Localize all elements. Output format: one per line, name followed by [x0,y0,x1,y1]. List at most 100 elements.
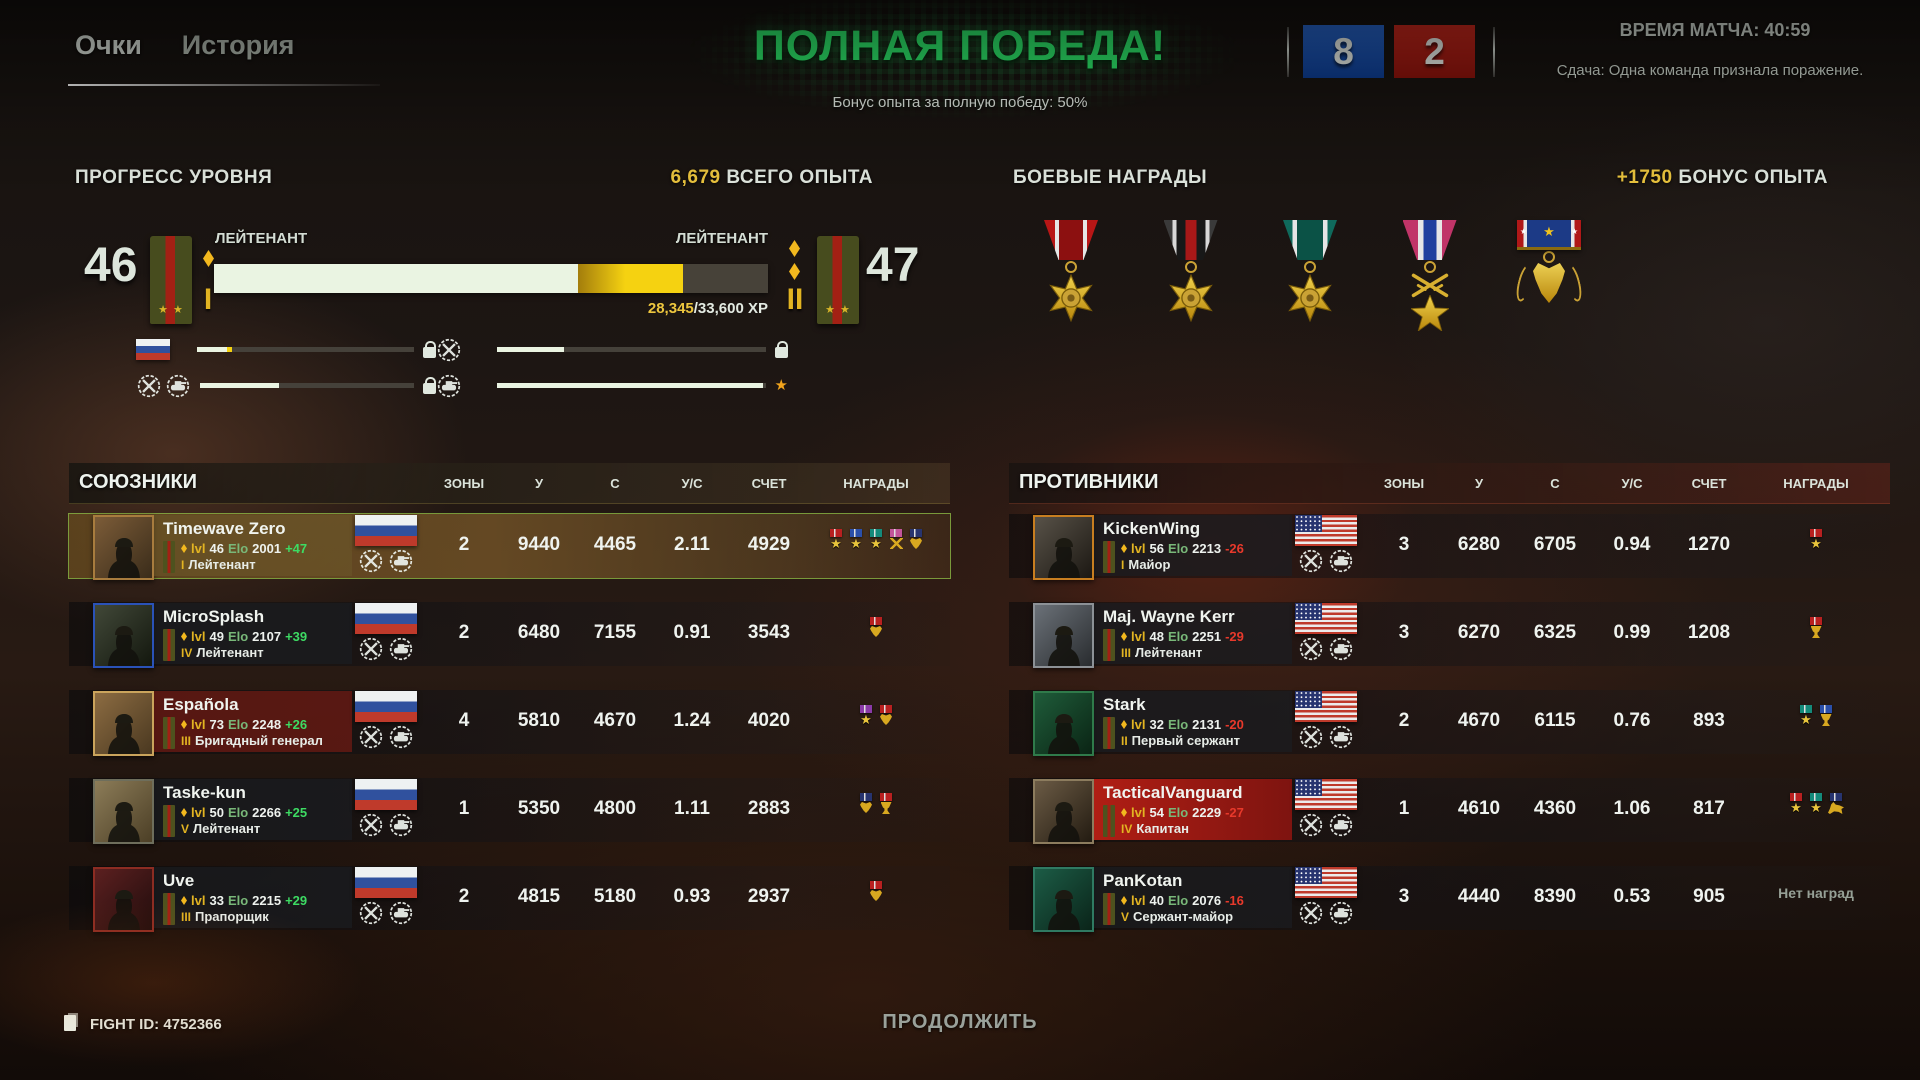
nation-block [355,691,417,752]
total-xp-value: 6,679 [670,167,721,188]
deaths-value: 5180 [593,886,637,907]
armor-emblem-icon [388,548,414,574]
level-value: 46 [209,541,224,556]
medal-ribbon [1283,220,1337,260]
kd-ratio-value: 0.94 [1613,534,1651,555]
armor-emblem-icon [388,636,414,662]
hound-head-icon [1533,263,1565,303]
player-awards: ★ [1746,705,1886,726]
xp-bar-base-fill [214,264,578,293]
tier-diamond-icon [1121,632,1127,641]
kd-ratio-value: 1.06 [1613,798,1651,819]
elo-value: 2215 [252,893,282,908]
award-medal-icon: ★ [1809,793,1823,814]
player-row[interactable]: Uve lvl 33 Elo 2215 +29 III [69,866,950,932]
star-icon: ★ [774,377,788,394]
enemies-score-badge: 2 [1394,25,1475,78]
match-time: ВРЕМЯ МАТЧА: 40:59 [1619,20,1811,40]
tier-diamond-icon [181,896,187,905]
lock-icon [775,340,788,358]
award-medal-icon: ★ [829,529,843,550]
victory-title: ПОЛНАЯ ПОБЕДА! [753,22,1167,70]
swords-star-medal[interactable] [1390,220,1470,331]
column-awards: НАГРАДЫ [1783,476,1849,491]
copy-icon[interactable] [64,1015,76,1031]
kills-value: 5810 [517,710,561,731]
elo-value: 2001 [252,541,282,556]
elo-delta: -27 [1225,805,1244,820]
tabs-underline [68,84,380,86]
medal-ribbon [1044,220,1098,260]
elo-label: Elo [1167,805,1189,820]
nation-block [355,779,417,840]
level-value: 48 [1149,629,1164,644]
elo-value: 2266 [252,805,282,820]
zones-value: 1 [1398,798,1410,819]
skull-star-medal[interactable] [1151,220,1231,331]
next-rank-insignia [817,236,859,324]
nation-flag [355,603,417,634]
tab-history[interactable]: История [181,30,295,60]
armor-emblem-icon [388,724,414,750]
level-value: 49 [209,629,224,644]
rank-name: Бригадный генерал [195,733,323,748]
player-plate: Stark lvl 32 Elo 2131 -20 II [1094,691,1292,752]
deaths-value: 6325 [1533,622,1577,643]
fight-id: FIGHT ID: 4752366 [90,1016,222,1033]
armor-emblem-icon [1328,724,1354,750]
level-label: lvl [191,805,206,820]
unlock-item: ★ [436,372,788,399]
player-plate: Española lvl 73 Elo 2248 +26 II [154,691,352,752]
kd-ratio-value: 0.91 [673,622,711,643]
player-row[interactable]: Timewave Zero lvl 46 Elo 2001 +47 [68,513,951,580]
kd-ratio-value: 0.93 [673,886,711,907]
nation-flag [355,515,417,546]
allies-score-badge: 8 [1303,25,1384,78]
elo-value: 2076 [1192,893,1222,908]
tab-points[interactable]: Очки [75,30,142,60]
rank-insignia [1103,893,1115,925]
level-label: lvl [191,717,206,732]
award-medal-icon [1819,705,1833,726]
elo-delta: -29 [1225,629,1244,644]
scales-star-medal[interactable] [1031,220,1111,331]
award-medal-icon [889,529,903,549]
player-row[interactable]: TacticalVanguard lvl 54 Elo 2229 -27 [1009,778,1890,844]
rank-name: Прапорщик [195,909,269,924]
player-name: TacticalVanguard [1103,783,1243,802]
player-row[interactable]: Española lvl 73 Elo 2248 +26 II [69,690,950,756]
player-row[interactable]: Taske-kun lvl 50 Elo 2266 +25 V [69,778,950,844]
deaths-value: 7155 [593,622,637,643]
armor-emblem-icon [1328,548,1354,574]
zones-value: 2 [458,622,470,643]
score-value: 4929 [747,534,791,555]
score-value: 893 [1693,710,1725,731]
hound-medal[interactable]: ★ [1509,220,1589,331]
tier-diamond-icon [1121,544,1127,553]
level-label: lvl [1131,805,1146,820]
player-row[interactable]: PanKotan lvl 40 Elo 2076 -16 V [1009,866,1890,932]
continue-button[interactable]: ПРОДОЛЖИТЬ [882,1011,1038,1033]
medal-ring [1304,261,1316,273]
level-label: lvl [1131,717,1146,732]
player-row[interactable]: Stark lvl 32 Elo 2131 -20 II [1009,690,1890,756]
kills-value: 5350 [517,798,561,819]
next-tier-numeral: II [786,283,804,316]
elo-delta: -16 [1225,893,1244,908]
player-name: Uve [163,871,195,890]
kd-ratio-value: 0.53 [1613,886,1651,907]
elo-value: 2131 [1192,717,1222,732]
shield-star-medal[interactable] [1270,220,1350,331]
elo-label: Elo [1167,717,1189,732]
player-row[interactable]: Maj. Wayne Kerr lvl 48 Elo 2251 -29 [1009,602,1890,668]
victory-subtitle: Бонус опыта за полную победу: 50% [832,94,1088,111]
kills-value: 9440 [517,534,561,555]
player-row[interactable]: KickenWing lvl 56 Elo 2213 -26 [1009,514,1890,580]
tier-numeral: III [181,909,192,924]
nation-block [355,867,417,928]
rank-insignia [1103,805,1115,837]
tier-numeral: V [1121,909,1130,924]
tier-diamond-icon [789,263,800,280]
elo-label: Elo [1167,893,1189,908]
player-row[interactable]: MicroSplash lvl 49 Elo 2107 +39 [69,602,950,668]
